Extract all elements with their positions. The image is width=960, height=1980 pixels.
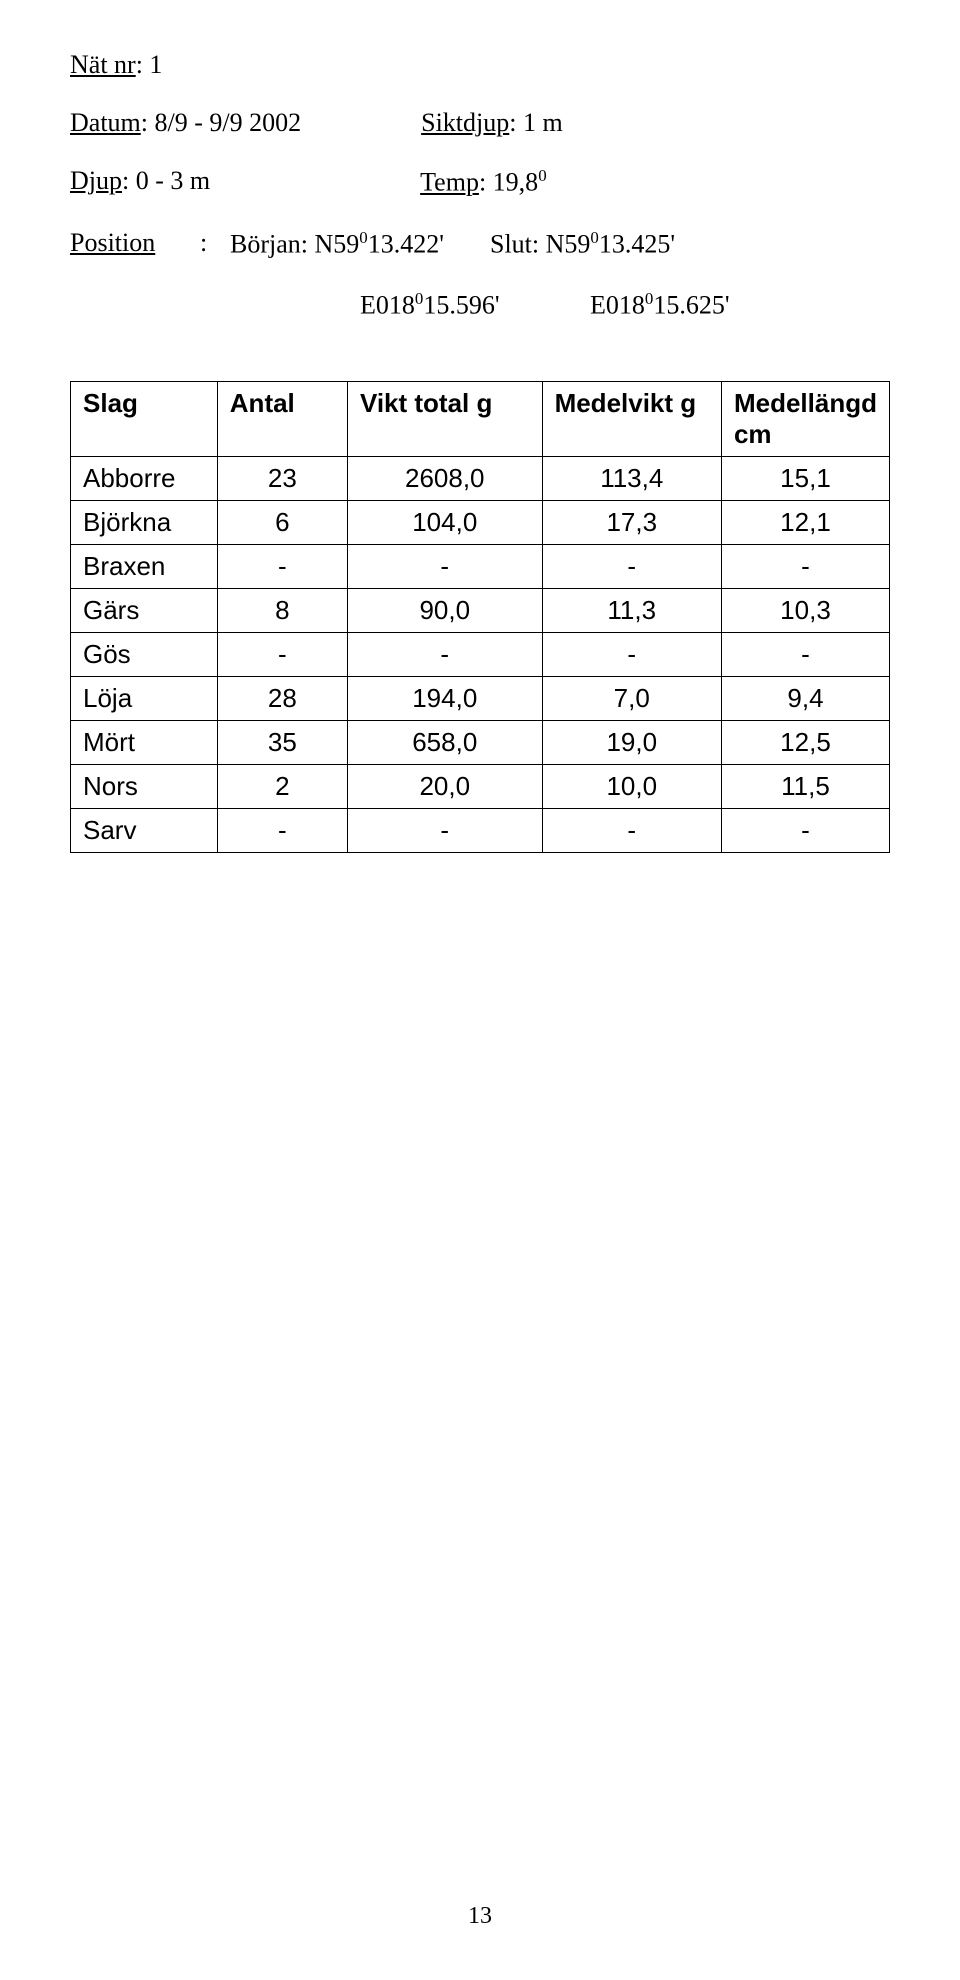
cell-antal: 23 [217,456,347,500]
col-medellangd: Medellängd cm [721,381,889,456]
net-nr-line: Nät nr: 1 [70,50,890,80]
cell-medelvikt: - [542,808,721,852]
cell-species: Gärs [71,588,218,632]
table-row: Björkna6104,017,312,1 [71,500,890,544]
position-block: Position: Början: N59013.422' Slut: N590… [70,228,890,321]
cell-medelvikt: 11,3 [542,588,721,632]
slut-sup: 0 [590,228,598,247]
djup-row: Djup: 0 - 3 m Temp: 19,80 [70,166,890,198]
table-row: Braxen---- [71,544,890,588]
table-row: Löja28194,07,09,4 [71,676,890,720]
cell-medelvikt: - [542,544,721,588]
siktdjup-value: : 1 m [509,108,562,137]
cell-vikt: - [347,632,542,676]
col-slag: Slag [71,381,218,456]
cell-species: Gös [71,632,218,676]
e2-rest: 15.625' [653,291,729,320]
net-nr-label: Nät nr [70,50,136,79]
cell-antal: 8 [217,588,347,632]
cell-antal: 2 [217,764,347,808]
cell-medellangd: 12,1 [721,500,889,544]
djup-value: : 0 - 3 m [122,166,210,195]
borjan-text: Början: N59 [230,229,359,258]
cell-medellangd: 9,4 [721,676,889,720]
temp-sup: 0 [538,166,546,185]
table-header-row: Slag Antal Vikt total g Medelvikt g Mede… [71,381,890,456]
medellangd-line2: cm [734,419,772,449]
cell-medelvikt: 7,0 [542,676,721,720]
table-row: Gärs890,011,310,3 [71,588,890,632]
net-nr-value: : 1 [136,50,163,79]
cell-medellangd: - [721,808,889,852]
cell-medellangd: 12,5 [721,720,889,764]
datum-row: Datum: 8/9 - 9/9 2002 Siktdjup: 1 m [70,108,890,138]
cell-medelvikt: 17,3 [542,500,721,544]
cell-vikt: 90,0 [347,588,542,632]
siktdjup-label: Siktdjup [421,108,509,137]
temp-value: : 19,8 [479,168,538,197]
borjan-rest: 13.422' [368,229,444,258]
e1-text: E018 [360,291,415,320]
position-label: Position [70,228,155,257]
cell-medelvikt: - [542,632,721,676]
table-row: Sarv---- [71,808,890,852]
cell-medellangd: 11,5 [721,764,889,808]
e1-rest: 15.596' [423,291,499,320]
cell-vikt: 2608,0 [347,456,542,500]
page-number: 13 [0,1903,960,1930]
cell-vikt: - [347,808,542,852]
datum-label: Datum [70,108,141,137]
cell-vikt: 20,0 [347,764,542,808]
table-row: Nors220,010,011,5 [71,764,890,808]
position-colon: : [200,228,230,260]
cell-antal: 28 [217,676,347,720]
cell-medelvikt: 113,4 [542,456,721,500]
cell-medellangd: 15,1 [721,456,889,500]
cell-species: Braxen [71,544,218,588]
cell-medellangd: 10,3 [721,588,889,632]
col-antal: Antal [217,381,347,456]
cell-medellangd: - [721,544,889,588]
cell-medelvikt: 10,0 [542,764,721,808]
e2-text: E018 [590,291,645,320]
col-vikt: Vikt total g [347,381,542,456]
cell-species: Nors [71,764,218,808]
slut-text: Slut: N59 [490,229,590,258]
table-row: Mört35658,019,012,5 [71,720,890,764]
cell-medelvikt: 19,0 [542,720,721,764]
medellangd-line1: Medellängd [734,388,877,418]
borjan-sup: 0 [359,228,367,247]
data-table: Slag Antal Vikt total g Medelvikt g Mede… [70,381,890,853]
slut-rest: 13.425' [599,229,675,258]
cell-species: Abborre [71,456,218,500]
col-medelvikt: Medelvikt g [542,381,721,456]
djup-label: Djup [70,166,122,195]
cell-antal: 6 [217,500,347,544]
e-coord-row: E018015.596' E018015.625' [360,289,890,321]
cell-vikt: 194,0 [347,676,542,720]
cell-species: Sarv [71,808,218,852]
cell-species: Löja [71,676,218,720]
cell-antal: - [217,544,347,588]
table-row: Abborre232608,0113,415,1 [71,456,890,500]
cell-vikt: 104,0 [347,500,542,544]
cell-antal: - [217,808,347,852]
cell-antal: - [217,632,347,676]
table-row: Gös---- [71,632,890,676]
cell-species: Björkna [71,500,218,544]
datum-value: : 8/9 - 9/9 2002 [141,108,301,137]
cell-species: Mört [71,720,218,764]
cell-vikt: 658,0 [347,720,542,764]
cell-medellangd: - [721,632,889,676]
cell-vikt: - [347,544,542,588]
temp-label: Temp [420,168,479,197]
cell-antal: 35 [217,720,347,764]
